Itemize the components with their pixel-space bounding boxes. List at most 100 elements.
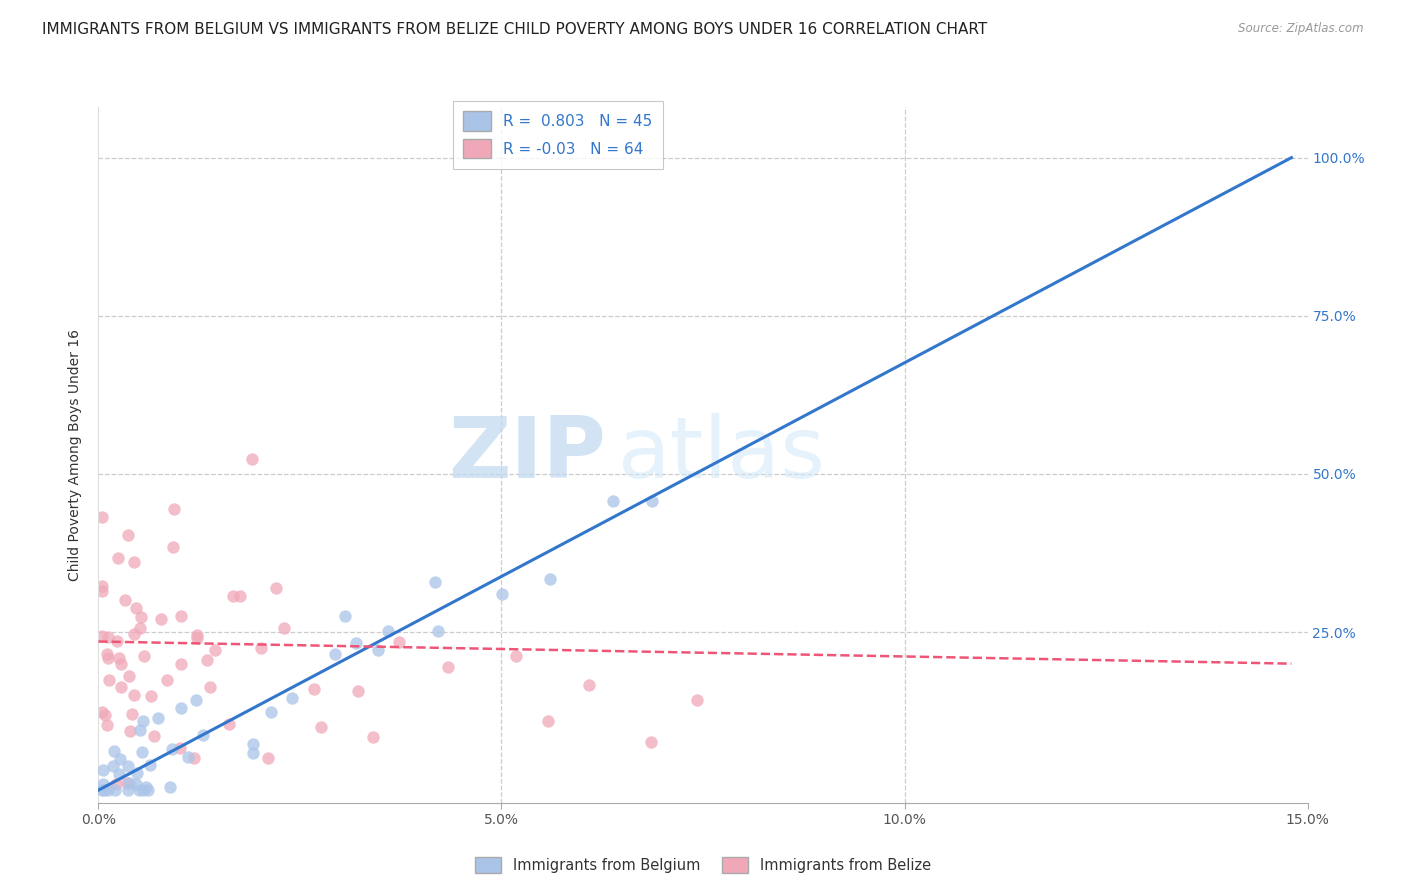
Point [193,728,215,742]
Point [344,636,367,650]
Point [131,610,153,624]
Point [107,767,129,781]
Point [91,783,114,797]
Point [98,673,121,688]
Point [602,494,624,508]
Point [686,693,709,707]
Point [170,608,193,623]
Point [491,587,513,601]
Point [132,783,155,797]
Point [250,640,273,655]
Point [377,624,399,638]
Point [169,740,191,755]
Point [135,780,157,795]
Point [538,572,561,586]
Point [138,758,160,772]
Point [505,648,527,663]
Point [139,690,162,704]
Point [128,783,150,797]
Point [641,494,664,508]
Point [97,783,120,797]
Point [218,716,240,731]
Text: ZIP: ZIP [449,413,606,497]
Point [388,634,411,648]
Point [159,780,181,795]
Point [91,579,114,593]
Point [91,629,114,643]
Point [323,647,346,661]
Point [114,593,136,607]
Point [117,528,139,542]
Point [110,680,132,694]
Point [640,735,662,749]
Point [367,643,389,657]
Point [273,622,295,636]
Point [427,624,450,638]
Point [118,776,141,790]
Point [346,683,368,698]
Point [103,758,125,772]
Point [124,555,146,569]
Point [184,692,207,706]
Point [103,744,125,758]
Text: IMMIGRANTS FROM BELGIUM VS IMMIGRANTS FROM BELIZE CHILD POVERTY AMONG BOYS UNDER: IMMIGRANTS FROM BELGIUM VS IMMIGRANTS FR… [42,22,987,37]
Point [204,643,226,657]
Point [121,707,143,722]
Point [91,706,114,720]
Point [163,502,186,516]
Point [93,783,115,797]
Point [124,777,146,791]
Legend: R =  0.803   N = 45, R = -0.03   N = 64: R = 0.803 N = 45, R = -0.03 N = 64 [453,101,664,169]
Point [311,720,333,734]
Point [186,628,208,642]
Point [122,688,145,702]
Point [578,678,600,692]
Point [104,783,127,797]
Point [136,783,159,797]
Point [91,764,114,778]
Point [108,650,131,665]
Point [436,660,458,674]
Point [260,705,283,719]
Point [117,783,139,797]
Point [96,718,118,732]
Point [156,673,179,688]
Point [537,714,560,728]
Point [129,621,152,635]
Point [333,609,356,624]
Point [94,707,117,722]
Point [361,731,384,745]
Point [91,777,114,791]
Point [264,581,287,595]
Point [118,669,141,683]
Point [142,729,165,743]
Point [302,682,325,697]
Point [170,657,193,671]
Point [117,776,139,790]
Point [242,737,264,751]
Point [129,723,152,737]
Point [132,649,155,664]
Point [222,589,245,603]
Point [122,627,145,641]
Point [131,745,153,759]
Text: Source: ZipAtlas.com: Source: ZipAtlas.com [1239,22,1364,36]
Point [117,759,139,773]
Y-axis label: Child Poverty Among Boys Under 16: Child Poverty Among Boys Under 16 [69,329,83,581]
Point [105,633,128,648]
Point [198,680,221,694]
Point [110,751,132,765]
Point [91,584,114,599]
Point [127,765,149,780]
Point [195,653,218,667]
Point [423,575,446,590]
Point [256,751,278,765]
Point [177,750,200,764]
Text: atlas: atlas [619,413,827,497]
Point [110,657,132,671]
Point [186,632,208,646]
Point [160,741,183,756]
Point [107,550,129,565]
Point [91,510,114,524]
Point [281,691,304,706]
